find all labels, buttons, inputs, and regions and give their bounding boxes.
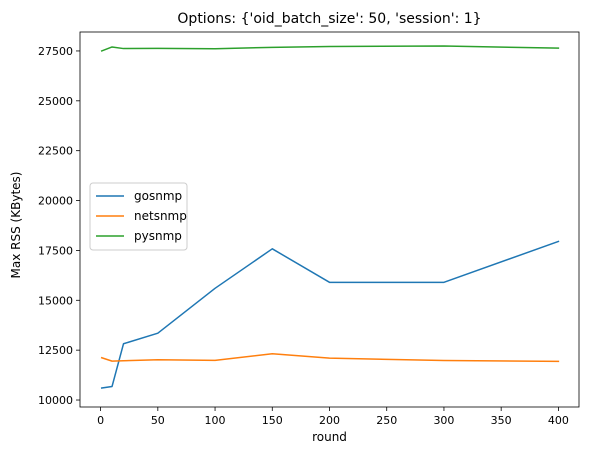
- x-tick-label: 0: [97, 414, 104, 427]
- x-tick-label: 150: [262, 414, 283, 427]
- legend: gosnmp netsnmp pysnmp: [89, 182, 188, 251]
- x-tick-label: 400: [548, 414, 569, 427]
- legend-label-pysnmp: pysnmp: [134, 229, 182, 243]
- legend-label-gosnmp: gosnmp: [134, 189, 182, 203]
- series-line-gosnmp: [100, 240, 560, 389]
- legend-box: [89, 182, 188, 251]
- series-line-netsnmp: [100, 352, 560, 363]
- series-line-pysnmp: [100, 45, 560, 52]
- y-tick-label: 15000: [38, 294, 73, 307]
- x-tick-label: 250: [376, 414, 397, 427]
- y-axis-label: Max RSS (KBytes): [9, 172, 23, 279]
- x-tick-label: 100: [205, 414, 226, 427]
- y-tick-label: 12500: [38, 344, 73, 357]
- x-tick-label: 50: [151, 414, 165, 427]
- x-tick-label: 350: [491, 414, 512, 427]
- y-tick-label: 20000: [38, 195, 73, 208]
- legend-label-netsnmp: netsnmp: [134, 209, 187, 223]
- y-tick-label: 10000: [38, 394, 73, 407]
- x-tick-label: 300: [433, 414, 454, 427]
- y-tick-label: 22500: [38, 145, 73, 158]
- y-tick-label: 25000: [38, 95, 73, 108]
- x-axis-label: round: [312, 430, 347, 444]
- y-tick-label: 27500: [38, 45, 73, 58]
- y-axis: 10000 12500 15000 17500 20000 22500 25000 27500: [38, 45, 80, 407]
- x-axis: 0 50 100 150 200 250 300 350 400: [97, 407, 569, 427]
- x-tick-label: 200: [319, 414, 340, 427]
- y-tick-label: 17500: [38, 244, 73, 257]
- chart-title: Options: {'oid_batch_size': 50, 'session…: [177, 11, 481, 27]
